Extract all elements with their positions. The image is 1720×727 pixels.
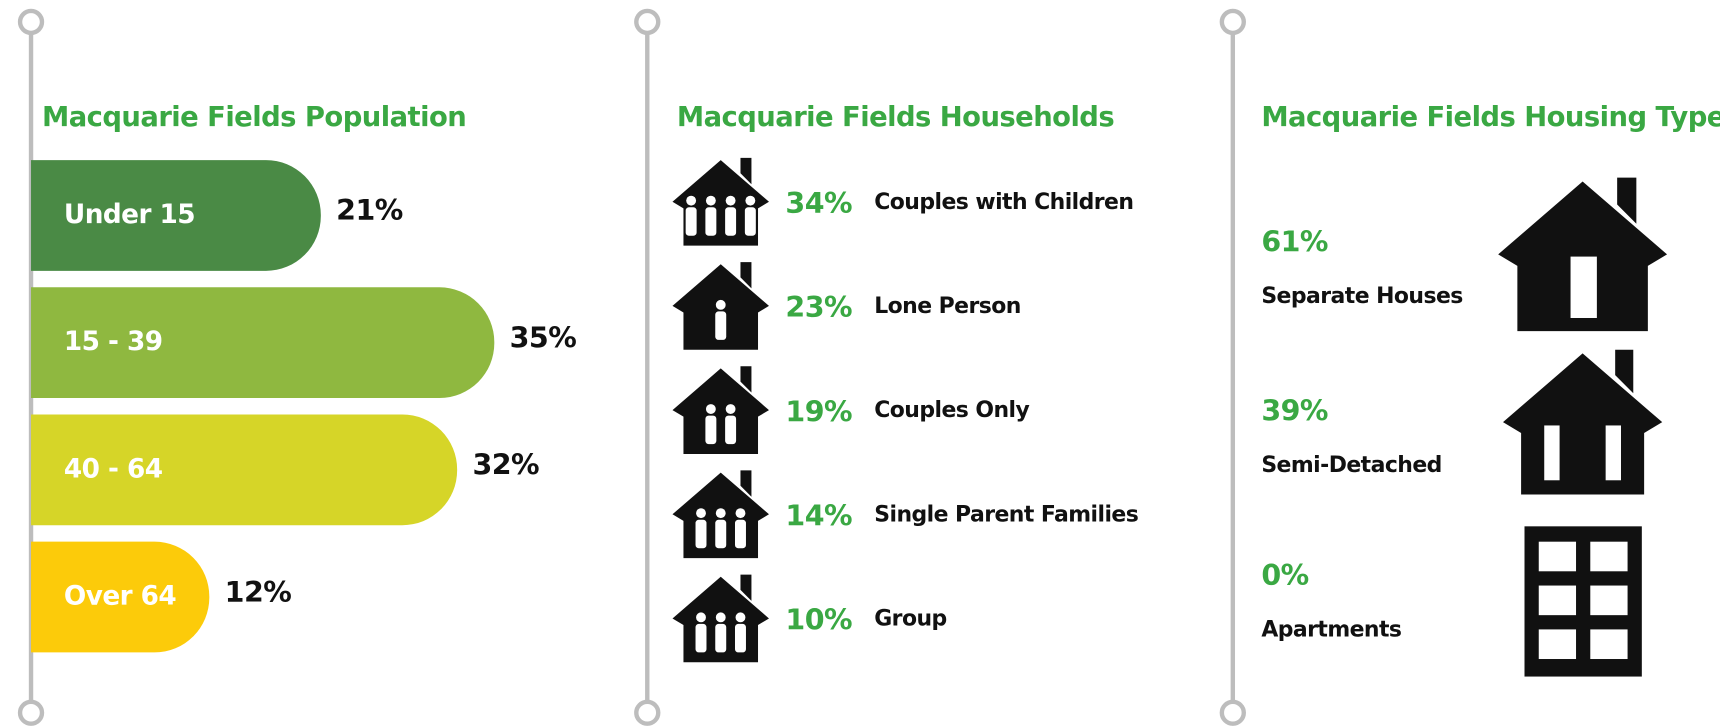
person-body [705, 415, 717, 445]
person-body [685, 207, 697, 236]
person-head [735, 508, 746, 519]
person-body [715, 311, 727, 340]
window [1590, 585, 1628, 616]
person-body [715, 623, 727, 653]
window [1590, 629, 1628, 660]
household-icon [672, 574, 769, 663]
person-body [734, 519, 746, 549]
household-label: Couples Only [874, 398, 1029, 423]
percent: 34% [785, 187, 852, 220]
person-head [696, 612, 706, 623]
apartment-icon [1524, 526, 1642, 677]
percent: 23% [785, 291, 852, 324]
person-head [725, 195, 736, 206]
house-shape [672, 366, 769, 454]
person-head [715, 612, 726, 623]
separate-house-icon [1498, 177, 1668, 332]
housing-title: Macquarie Fields Housing Type [1261, 102, 1720, 133]
person-head [725, 404, 736, 414]
household-label: Lone Person [874, 294, 1021, 319]
person-body [725, 415, 737, 445]
percent: 61% [1261, 225, 1328, 258]
percent: 19% [785, 395, 852, 428]
person-head [686, 195, 697, 206]
value-label: 32% [472, 449, 539, 482]
household-label: Single Parent Families [874, 502, 1139, 527]
window [1538, 629, 1577, 660]
category-label: Over 64 [64, 582, 176, 612]
person-body [744, 207, 756, 236]
house-shape [1498, 177, 1668, 332]
person-body [734, 623, 746, 653]
housing-label: Separate Houses [1261, 284, 1463, 309]
semi-detached-icon [1503, 349, 1663, 495]
bar [31, 160, 321, 271]
person-body [715, 519, 727, 549]
household-icon [672, 262, 769, 350]
window [1538, 541, 1577, 572]
person-head [715, 299, 726, 310]
person-body [695, 623, 707, 653]
household-icon [672, 366, 769, 454]
door [1605, 425, 1621, 481]
percent: 14% [785, 500, 852, 533]
value-label: 35% [510, 321, 577, 354]
window [1538, 585, 1577, 616]
value-label: 12% [225, 576, 292, 609]
category-label: 15 - 39 [64, 327, 163, 357]
household-icon [672, 470, 769, 559]
housing-label: Apartments [1261, 618, 1402, 643]
household-label: Couples with Children [874, 190, 1133, 215]
bar [31, 287, 495, 399]
percent: 0% [1261, 559, 1308, 592]
door [1570, 256, 1597, 318]
category-label: Under 15 [64, 200, 195, 230]
person-head [696, 508, 706, 519]
bar [31, 414, 458, 526]
category-label: 40 - 64 [64, 454, 163, 484]
household-label: Group [874, 607, 946, 632]
window [1590, 541, 1628, 572]
person-head [705, 195, 716, 206]
person-head [745, 195, 756, 206]
person-body [725, 207, 737, 236]
household-icon [672, 157, 769, 246]
bar [31, 541, 210, 653]
population-title: Macquarie Fields Population [42, 102, 466, 133]
person-head [705, 404, 716, 414]
housing-label: Semi-Detached [1261, 453, 1441, 478]
person-head [735, 612, 746, 623]
percent: 10% [785, 604, 852, 637]
person-body [705, 207, 717, 236]
percent: 39% [1261, 394, 1328, 427]
door [1544, 425, 1560, 481]
person-head [715, 508, 726, 519]
house-shape [1503, 349, 1663, 495]
value-label: 21% [336, 194, 403, 227]
households-title: Macquarie Fields Households [677, 102, 1115, 133]
person-body [695, 519, 707, 549]
